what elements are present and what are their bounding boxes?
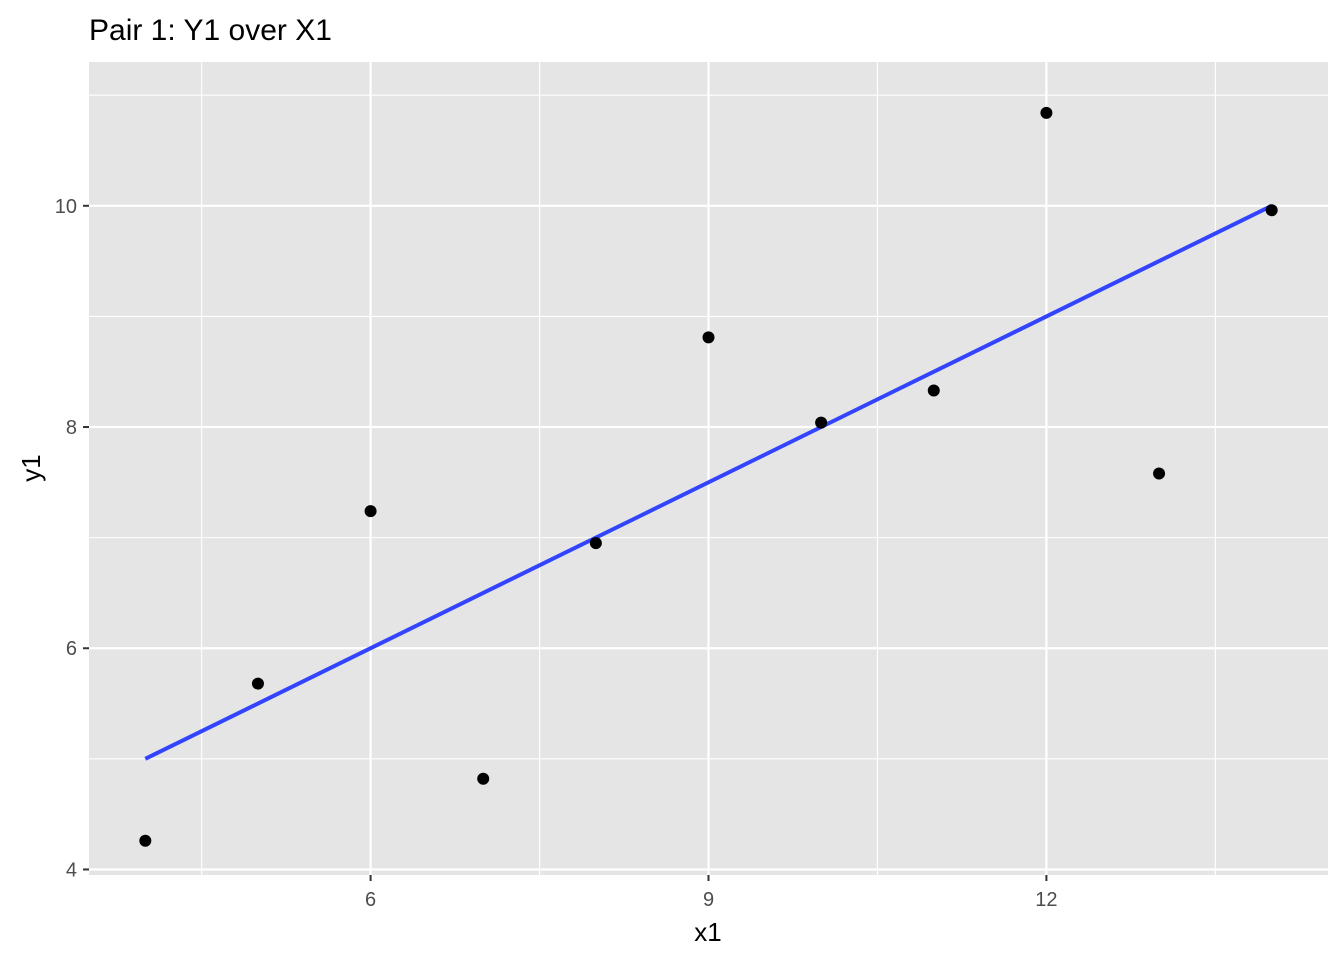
y-tick-label: 6 (66, 638, 77, 660)
data-point (927, 384, 940, 397)
data-point (589, 537, 602, 550)
data-point (139, 834, 152, 847)
chart-title: Pair 1: Y1 over X1 (89, 14, 332, 47)
trend-line (144, 204, 1273, 761)
data-point (702, 331, 715, 344)
data-point (1153, 467, 1166, 480)
y-axis-title: y1 (16, 454, 46, 481)
x-axis-ticks: 6 9 12 (365, 875, 1058, 911)
data-point (251, 677, 264, 690)
data-point (1040, 106, 1053, 119)
y-axis-ticks: 4 6 8 10 (55, 196, 89, 881)
x-tick-label: 12 (1035, 889, 1057, 911)
y-tick-label: 4 (66, 859, 77, 881)
data-points (139, 106, 1278, 847)
data-point (477, 772, 490, 785)
y-tick-label: 10 (55, 196, 77, 218)
x-axis-title: x1 (694, 917, 721, 947)
y-tick-label: 8 (66, 417, 77, 439)
major-gridlines (89, 62, 1328, 875)
x-tick-label: 6 (365, 889, 376, 911)
x-tick-label: 9 (703, 889, 714, 911)
data-point (815, 416, 828, 429)
data-point (364, 505, 377, 518)
data-point (1265, 204, 1278, 217)
